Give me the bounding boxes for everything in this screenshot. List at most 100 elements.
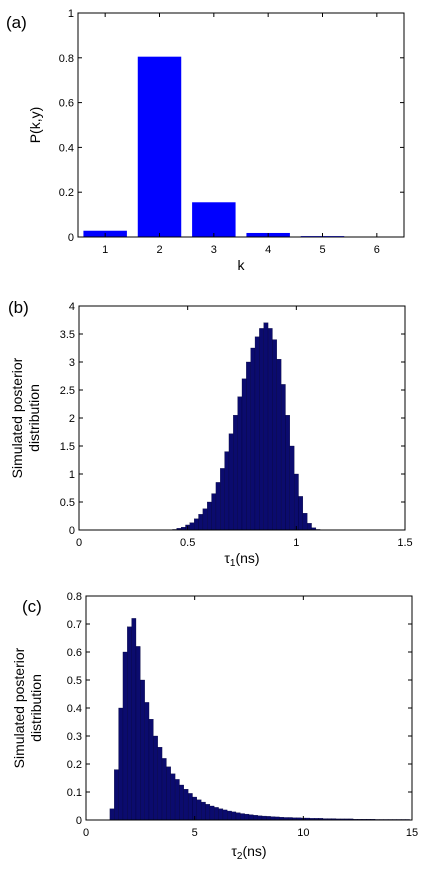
panel-b-histogram-bar [263,322,269,531]
panel-a-x-tick-label: 6 [374,244,380,256]
panel-b-histogram: (b) 0 0.5 1 1.5 00.511.522.533.54 τ1(ns) Si… [8,298,413,569]
panel-a-y-ticks: 0 0.2 0.4 0.6 0.8 1 [59,8,404,244]
panel-b-histogram-bar [285,415,290,531]
panel-b-histogram-bar [276,359,282,531]
a-y-tick-label: 0 [68,232,74,244]
panel-a-bar-k3 [192,202,236,237]
panel-b-histogram-bar [189,522,195,531]
a-y-tick-label: 0.6 [59,98,74,110]
panel-c-histogram-bar [114,769,119,821]
a-y-tick-label: 0.8 [59,53,74,65]
panel-a-bars [83,56,399,238]
panel-b-y-axis-label-line-1: Simulated posterior [9,357,25,478]
c-y-tick-label: 0.1 [67,787,82,799]
panel-a-label: (a) [6,13,27,32]
c-y-tick-label: 0.3 [67,731,82,743]
panel-c-histogram-bar [161,758,167,821]
b-y-tick-label: 0 [69,525,75,537]
panel-a-bar-k2 [137,56,182,238]
panel-b-histogram-bar [228,433,234,531]
c-y-tick-label: 0.2 [67,759,82,771]
panel-b-histogram-bar [211,493,217,531]
a-y-tick-label: 1 [68,8,74,20]
panel-a-bar-chart: (a) 1 2 3 4 5 6 0 0.2 0.4 0.6 0.8 1 k P(k,y) [6,8,405,273]
b-y-tick-label: 2.5 [60,385,75,397]
b-y-tick-label: 3 [69,357,75,369]
panel-c-histogram-bar [157,747,163,821]
panel-c-histogram-bar [122,651,128,821]
b-y-tick-label: 1.5 [60,441,75,453]
panel-b-x-axis-symbol: τ [224,550,230,566]
panel-b-histogram-bar [233,415,238,531]
c-y-tick-label: 0.4 [67,703,82,715]
panel-b-x-tick-label: 0.5 [180,537,195,549]
panel-c-x-ticks: 0 5 10 15 [83,596,418,839]
panel-a-x-tick-label: 4 [265,244,271,256]
panel-a-x-tick-label: 2 [156,244,162,256]
panel-b-histogram-bar [224,451,230,531]
panel-a-x-tick-label: 3 [211,244,217,256]
panel-a-axes-box [77,12,405,238]
panel-b-histogram-bar [259,328,264,531]
panel-c-x-tick-label: 5 [192,827,198,839]
panel-b-histogram-bar [294,473,299,531]
panel-b-histogram-bar [215,482,221,531]
panel-b-x-tick-label: 0 [76,537,82,549]
panel-c-x-axis-label: τ2(ns) [231,843,266,862]
panel-a-x-tick-label: 5 [319,244,325,256]
panel-a-y-axis-label: P(k,y) [27,107,43,144]
panel-c-x-tick-label: 15 [406,827,418,839]
b-y-tick-label: 1 [69,469,75,481]
panel-c-histogram-bar [131,618,137,821]
panel-c-histogram-bar [240,813,245,821]
panel-b-x-axis-subscript: 1 [230,558,236,569]
panel-c-histogram-bar [153,735,158,821]
panel-c-histogram-bar [109,808,115,821]
panel-c-histogram-bar [253,815,258,821]
c-y-tick-label: 0.7 [67,619,82,631]
panel-c-histogram-bar [248,814,254,821]
panel-b-histogram-bar [207,501,212,531]
panel-b-histogram-bar [241,378,247,531]
panel-b-y-axis-label: Simulated posterior distribution [9,357,42,478]
panel-b-label: (b) [8,298,29,317]
b-y-tick-label: 3.5 [60,329,75,341]
a-y-tick-label: 0.4 [59,142,74,154]
panel-b-x-tick-label: 1.5 [397,537,412,549]
panel-c-histogram-bar [187,793,193,821]
panel-b-histogram-bar [220,468,225,531]
panel-c-histogram-bar [231,811,237,821]
panel-b-y-ticks: 0 0.5 1 1.5 2 2.5 3 3.5 4 [60,301,405,537]
panel-c-histogram-bar [201,801,206,821]
panel-b-x-ticks: 0 0.5 1 1.5 [76,306,413,549]
panel-c-histogram-bar [222,809,228,821]
c-y-tick-label: 0.6 [67,647,82,659]
panel-c-histogram-bar [261,815,267,821]
panel-c-histogram-bar [140,679,145,821]
c-y-tick-label: 0 [76,815,82,827]
panel-c-histogram-bar [209,805,215,821]
panel-b-histogram-bar [267,328,273,531]
panel-b-histogram-bar [302,513,308,531]
panel-c-histogram: (c) 0 5 10 15 0 0.1 0.2 0.3 0.4 0.5 0.6 0.7 0.8 τ2(… [11,591,418,862]
panel-c-y-ticks: 0 0.1 0.2 0.3 0.4 0.5 0.6 0.7 0.8 [67,591,412,827]
panel-b-x-tick-label: 1 [293,537,299,549]
panel-b-histogram-bar [272,339,277,531]
panel-c-histogram-bar [270,816,276,821]
panel-b-histogram-bar [202,508,208,531]
panel-b-histogram-bar [307,523,312,531]
panel-c-y-axis-label-line-1: Simulated posterior [11,647,27,768]
panel-c-histogram-bar [179,784,184,821]
panel-c-histogram-bar [257,815,263,821]
c-y-tick-label: 0.8 [67,591,82,603]
panel-c-y-axis-label-line-2: distribution [28,674,44,742]
panel-b-y-axis-label-line-2: distribution [26,384,42,452]
panel-c-histogram-bar [127,626,132,821]
panel-c-histogram-bar [166,766,171,821]
b-y-tick-label: 2 [69,413,75,425]
panel-c-histogram-bar [135,646,141,821]
panel-b-histogram-bar [237,396,243,531]
panel-c-histogram-bar [183,789,189,821]
panel-c-y-axis-label: Simulated posterior distribution [11,647,44,768]
